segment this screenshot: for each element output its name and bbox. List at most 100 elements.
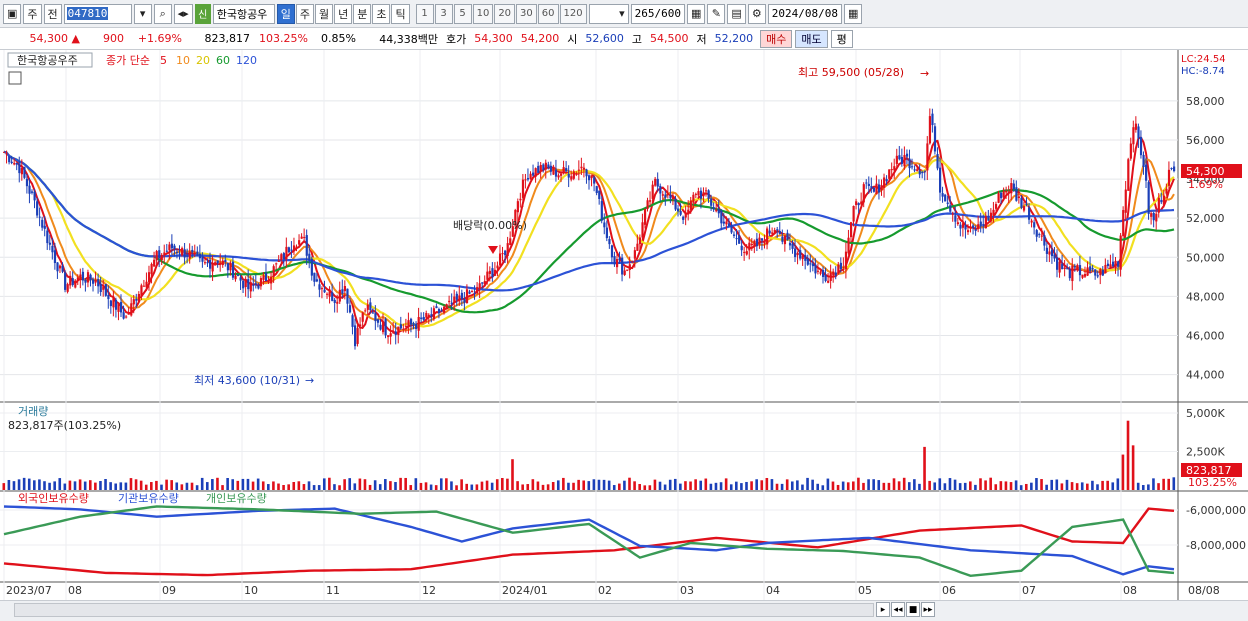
date-field[interactable]: 2024/08/08	[767, 3, 843, 24]
candle-body	[638, 237, 642, 245]
candle-body	[628, 264, 631, 271]
candle-body	[905, 153, 909, 157]
chevron-down-icon[interactable]: ▾	[133, 3, 152, 24]
candle-body	[1022, 206, 1026, 211]
volume-bar	[226, 478, 229, 490]
minute-select[interactable]: ▾	[588, 3, 629, 24]
market-select[interactable]: 주	[23, 3, 42, 24]
candle-body	[946, 202, 949, 204]
volume-bar	[317, 485, 321, 490]
candle-body	[921, 171, 924, 174]
stock-code-input[interactable]: 047810	[63, 3, 132, 24]
minute-tab-120[interactable]: 120	[559, 3, 587, 24]
period-tab-2[interactable]: 월	[314, 3, 334, 24]
candle-body	[776, 229, 779, 231]
window-icon[interactable]: ▣	[3, 3, 22, 24]
candle-body	[1050, 249, 1054, 257]
volume-bar	[282, 485, 285, 490]
volume-bar	[480, 481, 484, 490]
volume-tag	[1181, 463, 1242, 477]
minute-tab-3[interactable]: 3	[434, 3, 453, 24]
minute-tab-60[interactable]: 60	[537, 3, 559, 24]
candle-body	[361, 312, 364, 322]
volume-bar	[862, 482, 865, 490]
candle-body	[488, 270, 492, 274]
candle-body	[66, 284, 69, 292]
volume-bar	[867, 479, 870, 490]
stock-name-field[interactable]: 한국항공우	[212, 3, 275, 24]
candle-body	[1071, 265, 1074, 282]
candle-body	[1073, 266, 1077, 268]
period-tab-5[interactable]: 초	[372, 3, 391, 24]
search-icon[interactable]: ⌕	[153, 3, 172, 24]
prev-button[interactable]: 전	[43, 3, 62, 24]
volume-bar	[562, 477, 565, 490]
candle-body	[903, 155, 906, 167]
period-tab-4[interactable]: 분	[353, 3, 372, 24]
first-page-icon[interactable]: ◂◂	[891, 602, 905, 617]
candle-body	[554, 169, 558, 177]
draw-icon[interactable]: ✎	[707, 3, 726, 24]
candle-body	[913, 169, 916, 171]
period-tab-6[interactable]: 틱	[391, 3, 410, 24]
volume-bar	[969, 481, 972, 490]
open-label: 시	[567, 32, 578, 46]
scroll-right-icon[interactable]: ▸	[876, 602, 890, 617]
minute-tab-5[interactable]: 5	[453, 3, 472, 24]
candle-body	[318, 284, 321, 290]
grid-toggle-icon[interactable]	[8, 71, 22, 85]
average-button[interactable]: 평	[830, 29, 853, 48]
chart-scrollbar[interactable]	[14, 603, 874, 617]
volume-bar	[928, 480, 931, 490]
volume-bar	[602, 479, 606, 490]
period-tab-3[interactable]: 년	[334, 3, 353, 24]
last-page-icon[interactable]: ▸▸	[921, 602, 935, 617]
candle-body	[465, 289, 469, 304]
candle-body	[150, 263, 153, 274]
period-tab-1[interactable]: 주	[295, 3, 314, 24]
candle-body	[732, 234, 736, 236]
candle-body	[1132, 127, 1135, 145]
period-tab-0[interactable]: 일	[276, 3, 295, 24]
chart-type-icon[interactable]: ▦	[686, 3, 706, 24]
candle-body	[849, 222, 853, 238]
candle-body	[972, 225, 975, 229]
volume-bar	[256, 478, 260, 490]
minute-tab-20[interactable]: 20	[494, 3, 516, 24]
candle-body	[1147, 182, 1150, 214]
volume-bar	[185, 482, 189, 490]
dividend-label: 배당락(0.00%)	[453, 219, 527, 232]
volume-bar	[1004, 481, 1008, 490]
candle-body	[323, 289, 326, 293]
candle-body	[941, 193, 944, 197]
data-count-field[interactable]: 265/600	[630, 3, 685, 24]
candle-body	[1150, 213, 1153, 217]
ma-title: 종가 단순	[106, 54, 150, 67]
sell-button[interactable]: 매도	[795, 29, 828, 48]
buy-button[interactable]: 매수	[760, 29, 793, 48]
minute-tab-30[interactable]: 30	[516, 3, 537, 24]
candle-body	[562, 167, 565, 174]
candle-body	[209, 259, 212, 269]
minute-tab-10[interactable]: 10	[472, 3, 494, 24]
candle-body	[384, 318, 387, 336]
minute-tab-1[interactable]: 1	[415, 3, 434, 24]
date-tick-label: 06	[942, 584, 956, 597]
stop-icon[interactable]: ■	[906, 602, 920, 617]
candle-body	[74, 280, 77, 288]
candle-body	[130, 303, 133, 316]
candle-body	[1017, 196, 1021, 199]
candle-body	[496, 265, 499, 269]
calendar-icon[interactable]: ▦	[844, 3, 863, 24]
candle-body	[745, 251, 748, 255]
date-tick-label: 08	[68, 584, 82, 597]
stock-chart[interactable]: →→ 44,00046,00048,00050,00052,00054,0005…	[0, 50, 1248, 600]
volume-bar	[897, 481, 901, 490]
candle-body	[1012, 183, 1015, 190]
save-icon[interactable]: ▤	[727, 3, 746, 24]
volume-bar	[53, 481, 56, 490]
speaker-icon[interactable]: ◂▸	[173, 3, 193, 24]
candle-body	[25, 178, 29, 187]
candle-body	[1142, 154, 1145, 167]
gear-icon[interactable]: ⚙	[747, 3, 766, 24]
